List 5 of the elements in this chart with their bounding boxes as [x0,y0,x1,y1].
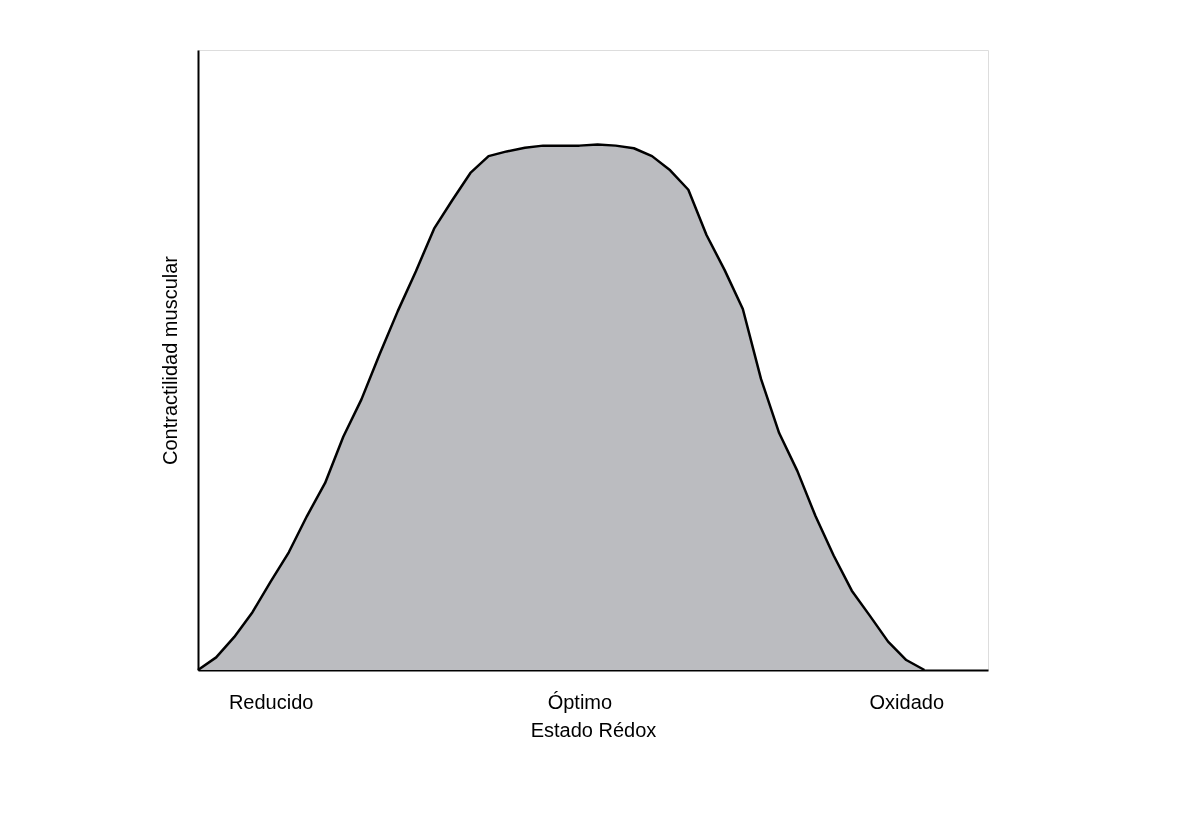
x-tick-label: Óptimo [547,690,613,713]
x-axis-title: Estado Rédox [530,718,657,741]
y-axis-title: Contractilidad muscular [158,255,181,465]
x-tick-label: Reducido [228,690,314,713]
x-tick-label: Oxidado [869,690,945,713]
